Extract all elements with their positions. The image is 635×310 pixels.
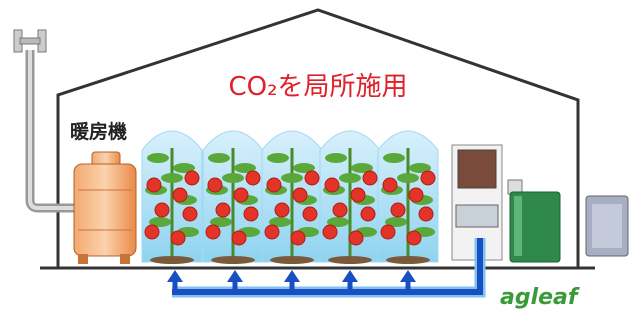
tomato <box>155 203 169 217</box>
tomato <box>293 188 307 202</box>
leaf <box>325 153 347 163</box>
leaf <box>222 173 244 183</box>
tomato <box>383 178 397 192</box>
tomato <box>325 178 339 192</box>
tomato <box>333 203 347 217</box>
tomato <box>173 188 187 202</box>
tomato <box>363 171 377 185</box>
tomato <box>391 203 405 217</box>
plant-row <box>142 131 438 264</box>
tomato <box>234 188 248 202</box>
soil <box>328 256 372 264</box>
arrow-head <box>342 270 358 282</box>
leaf <box>281 173 303 183</box>
title: CO₂を局所施用 <box>228 72 407 102</box>
tomato <box>409 188 423 202</box>
tomato <box>145 225 159 239</box>
tomato <box>185 171 199 185</box>
soil <box>150 256 194 264</box>
tomato <box>381 225 395 239</box>
tomato <box>216 203 230 217</box>
outdoor-unit <box>586 196 628 256</box>
tomato <box>361 207 375 221</box>
tomato <box>323 225 337 239</box>
logo: agleaf <box>500 285 580 310</box>
tomato <box>291 231 305 245</box>
tomato <box>244 207 258 221</box>
tomato <box>275 203 289 217</box>
tomato <box>265 225 279 239</box>
leaf <box>147 153 169 163</box>
arrow-head <box>167 270 183 282</box>
tomato <box>407 231 421 245</box>
leaf <box>267 153 289 163</box>
tomato <box>305 171 319 185</box>
soil <box>211 256 255 264</box>
leaf <box>161 173 183 183</box>
heater-label: 暖房機 <box>70 120 127 143</box>
tomato <box>267 178 281 192</box>
leaf <box>208 153 230 163</box>
leaf <box>383 153 405 163</box>
arrow-head <box>227 270 243 282</box>
tomato <box>147 178 161 192</box>
tomato <box>206 225 220 239</box>
diagram: 暖房機 CO₂を局所施用 agleaf <box>0 0 635 310</box>
tomato <box>349 231 363 245</box>
leaf <box>339 173 361 183</box>
arrow-head <box>400 270 416 282</box>
tomato <box>208 178 222 192</box>
arrow-head <box>284 270 300 282</box>
tomato <box>419 207 433 221</box>
tomato <box>171 231 185 245</box>
tomato <box>183 207 197 221</box>
tomato <box>351 188 365 202</box>
tomato <box>232 231 246 245</box>
tomato <box>421 171 435 185</box>
soil <box>270 256 314 264</box>
tomato <box>246 171 260 185</box>
leaf <box>397 173 419 183</box>
tank <box>508 180 560 262</box>
soil <box>386 256 430 264</box>
heater <box>74 152 136 264</box>
tomato <box>303 207 317 221</box>
